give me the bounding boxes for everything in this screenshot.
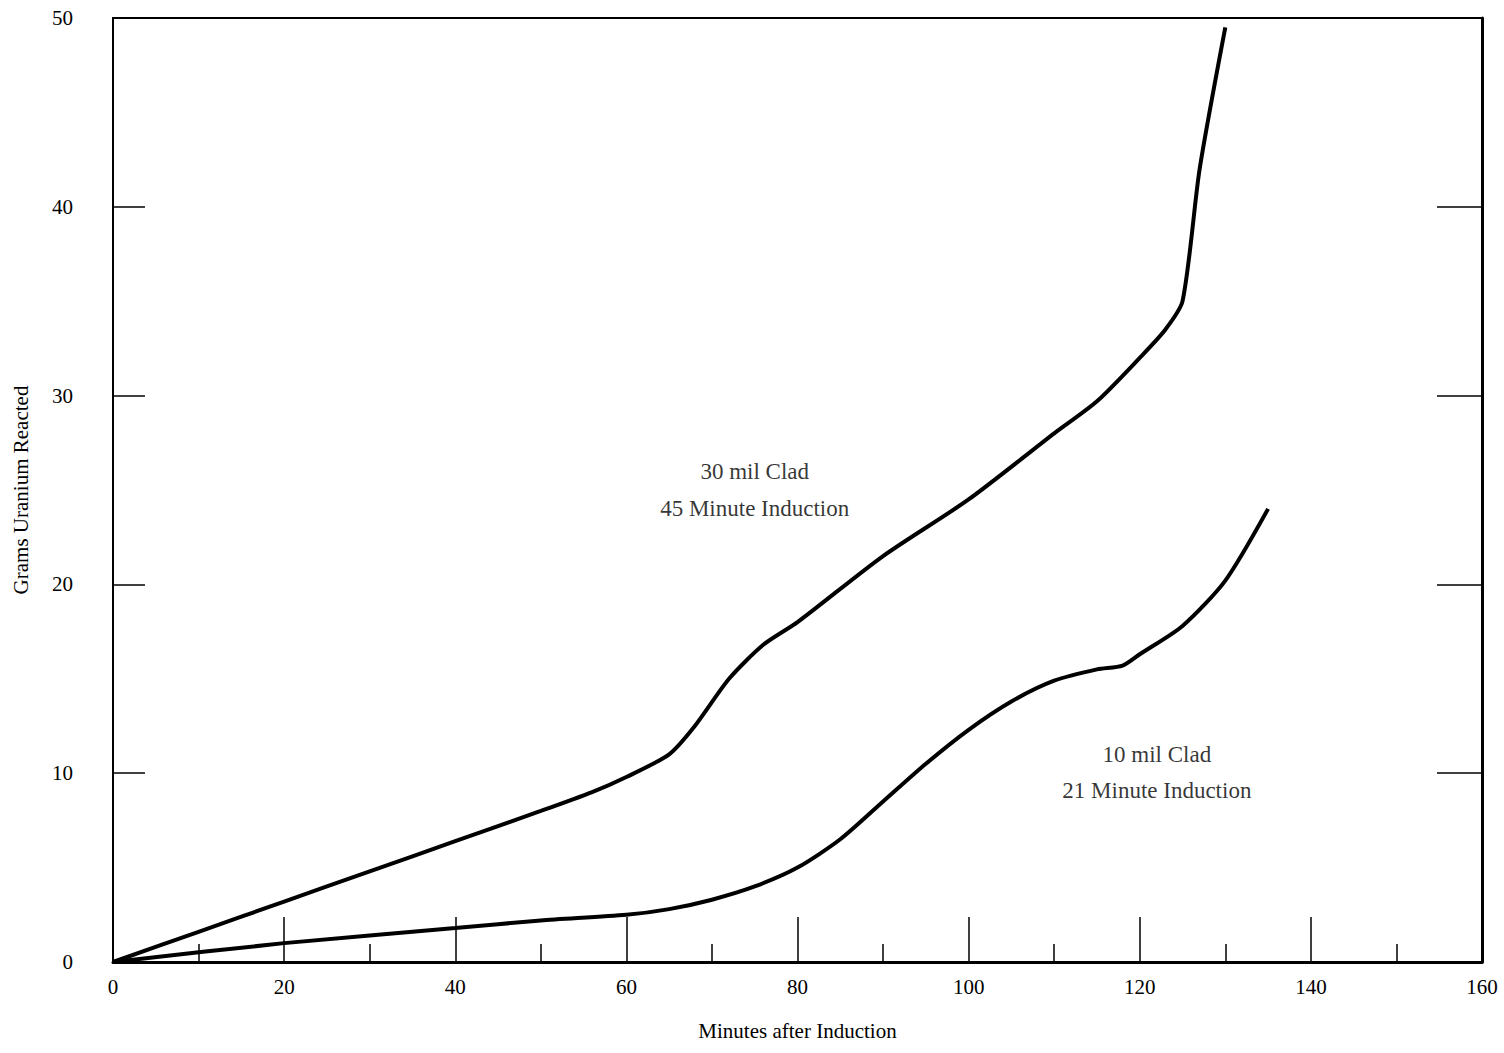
svg-text:30: 30: [52, 384, 73, 408]
svg-text:21 Minute Induction: 21 Minute Induction: [1062, 778, 1252, 803]
svg-text:Minutes after Induction: Minutes after Induction: [698, 1019, 897, 1043]
svg-text:Grams Uranium Reacted: Grams Uranium Reacted: [9, 385, 33, 594]
svg-text:40: 40: [445, 975, 466, 999]
svg-text:10 mil Clad: 10 mil Clad: [1103, 742, 1212, 767]
svg-text:50: 50: [52, 6, 73, 30]
svg-text:40: 40: [52, 195, 73, 219]
svg-text:20: 20: [274, 975, 295, 999]
svg-text:120: 120: [1124, 975, 1156, 999]
svg-text:45 Minute Induction: 45 Minute Induction: [660, 496, 850, 521]
svg-text:0: 0: [108, 975, 119, 999]
svg-text:100: 100: [953, 975, 985, 999]
svg-text:140: 140: [1295, 975, 1327, 999]
svg-text:60: 60: [616, 975, 637, 999]
svg-text:0: 0: [63, 950, 74, 974]
svg-text:160: 160: [1466, 975, 1498, 999]
svg-text:20: 20: [52, 572, 73, 596]
svg-text:80: 80: [787, 975, 808, 999]
svg-text:10: 10: [52, 761, 73, 785]
svg-text:30 mil Clad: 30 mil Clad: [700, 459, 809, 484]
